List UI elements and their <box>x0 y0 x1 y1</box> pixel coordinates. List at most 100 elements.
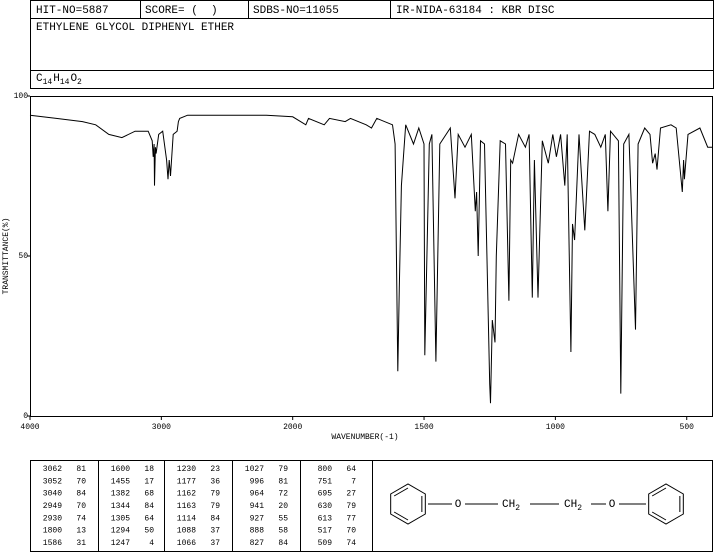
header-box <box>30 0 714 89</box>
peak-wavenumber: 1230 <box>177 465 196 474</box>
y-tick-label: 50 <box>18 252 28 261</box>
peak-transmittance: 70 <box>76 502 86 511</box>
peak-transmittance: 74 <box>76 514 86 523</box>
peak-wavenumber: 1305 <box>111 514 130 523</box>
peak-transmittance: 31 <box>76 539 86 548</box>
peak-wavenumber: 1600 <box>111 465 130 474</box>
peak-wavenumber: 751 <box>318 477 333 486</box>
structure: O CH 2 CH 2 O <box>390 483 684 525</box>
formula-element: H <box>53 73 60 85</box>
peak-transmittance: 37 <box>210 527 220 536</box>
x-tick-label: 4000 <box>20 423 39 432</box>
atom: O <box>455 499 462 511</box>
peak-transmittance: 64 <box>346 465 356 474</box>
peak-transmittance: 84 <box>210 514 220 523</box>
x-tick-label: 2000 <box>283 423 302 432</box>
peak-wavenumber: 1800 <box>43 527 62 536</box>
double-bond <box>651 487 667 497</box>
peak-wavenumber: 927 <box>250 514 265 523</box>
formula-element: O <box>70 73 77 85</box>
bottom-box <box>30 460 713 552</box>
peak-wavenumber: 1027 <box>245 465 264 474</box>
y-tick-label: 0 <box>23 412 28 421</box>
peak-wavenumber: 3062 <box>43 465 62 474</box>
y-axis-label: TRANSMITTANCE(%) <box>2 218 11 295</box>
peak-transmittance: 68 <box>144 490 154 499</box>
peak-wavenumber: 2930 <box>43 514 62 523</box>
peak-transmittance: 84 <box>76 490 86 499</box>
peak-transmittance: 23 <box>210 465 220 474</box>
peak-wavenumber: 1066 <box>177 539 196 548</box>
peak-transmittance: 20 <box>278 502 288 511</box>
peak-transmittance: 74 <box>346 539 356 548</box>
x-tick-label: 1000 <box>546 423 565 432</box>
method: IR-NIDA-63184 : KBR DISC <box>396 5 555 17</box>
peak-wavenumber: 800 <box>318 465 333 474</box>
peak-transmittance: 37 <box>210 539 220 548</box>
peak-wavenumber: 964 <box>250 490 265 499</box>
peak-transmittance: 84 <box>278 539 288 548</box>
peak-wavenumber: 1455 <box>111 477 130 486</box>
peak-transmittance: 70 <box>76 477 86 486</box>
peak-wavenumber: 517 <box>318 527 333 536</box>
score: SCORE= ( ) <box>145 5 218 17</box>
peak-wavenumber: 1586 <box>43 539 62 548</box>
peak-transmittance: 77 <box>346 514 356 523</box>
peak-transmittance: 70 <box>346 527 356 536</box>
peak-transmittance: 36 <box>210 477 220 486</box>
atom: CH <box>502 499 515 511</box>
peak-wavenumber: 1163 <box>177 502 196 511</box>
peak-wavenumber: 695 <box>318 490 333 499</box>
peak-transmittance: 79 <box>210 490 220 499</box>
peak-transmittance: 79 <box>210 502 220 511</box>
peak-transmittance: 27 <box>346 490 356 499</box>
peak-transmittance: 84 <box>144 502 154 511</box>
peak-transmittance: 81 <box>76 465 86 474</box>
atom: O <box>609 499 616 511</box>
peak-wavenumber: 1088 <box>177 527 196 536</box>
x-axis-label: WAVENUMBER(-1) <box>331 433 398 442</box>
peak-transmittance: 79 <box>346 502 356 511</box>
peak-transmittance: 58 <box>278 527 288 536</box>
benzene-ring <box>390 483 426 525</box>
peak-wavenumber: 888 <box>250 527 265 536</box>
peak-transmittance: 50 <box>144 527 154 536</box>
y-tick-label: 100 <box>14 92 29 101</box>
formula-subscript: 2 <box>77 78 82 87</box>
peak-transmittance: 64 <box>144 514 154 523</box>
peak-transmittance: 17 <box>144 477 154 486</box>
formula-subscript: 14 <box>43 78 53 87</box>
peak-wavenumber: 2949 <box>43 502 62 511</box>
double-bond <box>651 511 667 521</box>
formula-subscript: 14 <box>60 78 70 87</box>
peak-wavenumber: 996 <box>250 477 265 486</box>
peak-wavenumber: 1162 <box>177 490 196 499</box>
peak-wavenumber: 613 <box>318 514 333 523</box>
peak-wavenumber: 1114 <box>177 514 196 523</box>
peak-wavenumber: 509 <box>318 539 333 548</box>
x-tick-label: 3000 <box>152 423 171 432</box>
peak-wavenumber: 1294 <box>111 527 130 536</box>
peak-transmittance: 72 <box>278 490 288 499</box>
formula-element: C <box>36 73 43 85</box>
peak-wavenumber: 941 <box>250 502 265 511</box>
peak-wavenumber: 3040 <box>43 490 62 499</box>
peak-transmittance: 7 <box>351 477 356 486</box>
peak-wavenumber: 827 <box>250 539 265 548</box>
x-tick-label: 500 <box>680 423 695 432</box>
benzene-ring <box>648 483 684 525</box>
x-tick-label: 1500 <box>414 423 433 432</box>
sdbs-no: SDBS-NO=11055 <box>253 5 339 17</box>
double-bond <box>393 487 409 497</box>
peak-wavenumber: 3052 <box>43 477 62 486</box>
double-bond <box>393 511 409 521</box>
peak-transmittance: 55 <box>278 514 288 523</box>
peak-wavenumber: 1344 <box>111 502 130 511</box>
plot-frame <box>30 96 713 417</box>
peak-wavenumber: 1382 <box>111 490 130 499</box>
peak-wavenumber: 1177 <box>177 477 196 486</box>
spectrum-line <box>29 114 713 404</box>
peak-transmittance: 18 <box>144 465 154 474</box>
